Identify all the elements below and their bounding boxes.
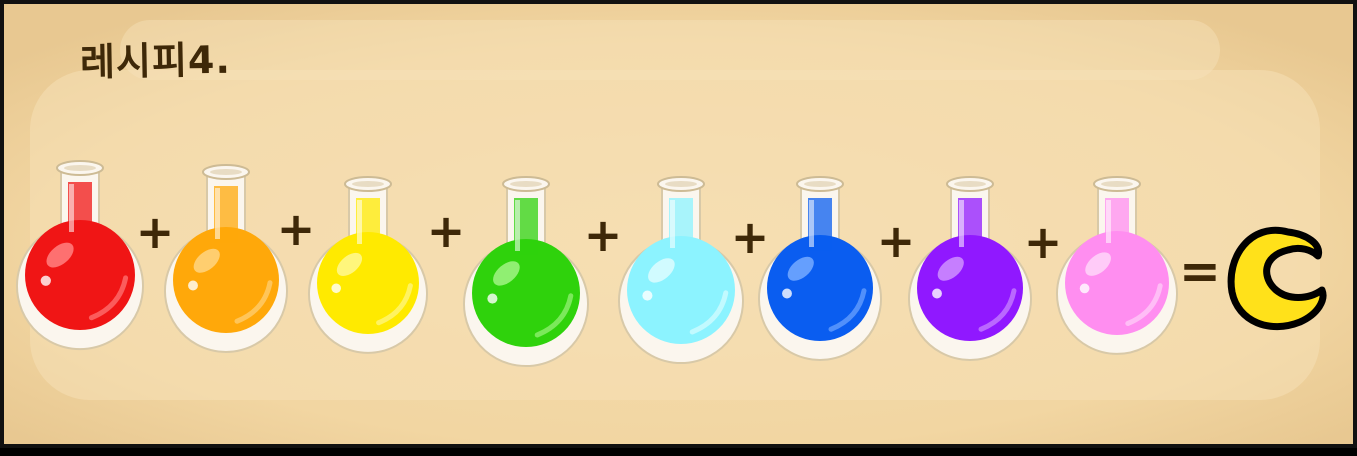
potion-flask-5 (618, 176, 744, 365)
plus-sign-4: + (584, 208, 623, 262)
flask-reflection (234, 280, 273, 324)
flask-highlight (787, 256, 814, 281)
flask-liquid (627, 236, 735, 344)
flask-neck-shine (959, 200, 964, 247)
plus-sign-2: + (277, 202, 316, 256)
flask-reflection (689, 290, 729, 335)
flask-sparkle (1079, 283, 1090, 294)
equals-sign: = (1179, 242, 1221, 300)
potion-flask-2 (164, 164, 288, 353)
flask-neck-shine (1106, 200, 1111, 243)
flask-highlight (336, 252, 363, 276)
flask-sparkle (642, 290, 653, 301)
flask-neck-shine (515, 200, 520, 251)
plus-sign-6: + (877, 214, 916, 268)
flask-opening (665, 181, 697, 187)
flask-highlight (46, 242, 74, 268)
potion-flask-4 (463, 176, 589, 368)
flask-reflection (88, 275, 129, 321)
flask-opening (510, 181, 542, 187)
flask-opening (210, 169, 242, 175)
flask-neck-shine (809, 200, 814, 247)
flask-highlight (493, 261, 520, 286)
flask-neck-shine (69, 184, 74, 232)
flask-liquid (917, 235, 1023, 341)
flask-reflection (828, 288, 867, 332)
flask-reflection (376, 283, 413, 326)
flask-reflection (978, 288, 1017, 332)
flask-liquid (767, 235, 873, 341)
flask-liquid (317, 232, 419, 334)
flask-liquid (472, 239, 580, 347)
crescent-moon-icon (1227, 226, 1327, 330)
flask-opening (804, 181, 836, 187)
plus-sign-3: + (427, 204, 466, 258)
flask-opening (352, 181, 384, 187)
potion-flask-1 (16, 160, 144, 350)
flask-sparkle (782, 288, 792, 299)
flask-highlight (1085, 252, 1111, 276)
flask-neck-shine (357, 200, 362, 244)
flask-reflection (534, 293, 574, 338)
flask-liquid (173, 227, 279, 333)
recipe-title: 레시피4. (79, 37, 232, 85)
flask-neck-shine (215, 188, 220, 239)
potion-flask-8 (1056, 176, 1178, 355)
flask-sparkle (932, 288, 942, 299)
flask-neck-shine (670, 200, 675, 248)
flask-sparkle (487, 293, 498, 304)
potion-flask-6 (758, 176, 882, 361)
plus-sign-7: + (1024, 215, 1063, 269)
flask-opening (954, 181, 986, 187)
flask-highlight (648, 258, 675, 283)
flask-opening (64, 165, 96, 171)
flask-liquid (25, 220, 135, 330)
flask-sparkle (40, 275, 51, 286)
flask-highlight (193, 248, 220, 273)
flask-sparkle (188, 280, 198, 291)
plus-sign-1: + (136, 205, 175, 259)
potion-flask-3 (308, 176, 428, 354)
moon-shape (1227, 226, 1327, 330)
paper-smudge-top (120, 20, 1220, 80)
potion-flask-7 (908, 176, 1032, 361)
flask-sparkle (331, 283, 341, 294)
flask-opening (1101, 181, 1133, 187)
flask-highlight (937, 256, 964, 281)
plus-sign-5: + (731, 210, 770, 264)
flask-reflection (1125, 283, 1163, 326)
flask-liquid (1065, 231, 1169, 335)
